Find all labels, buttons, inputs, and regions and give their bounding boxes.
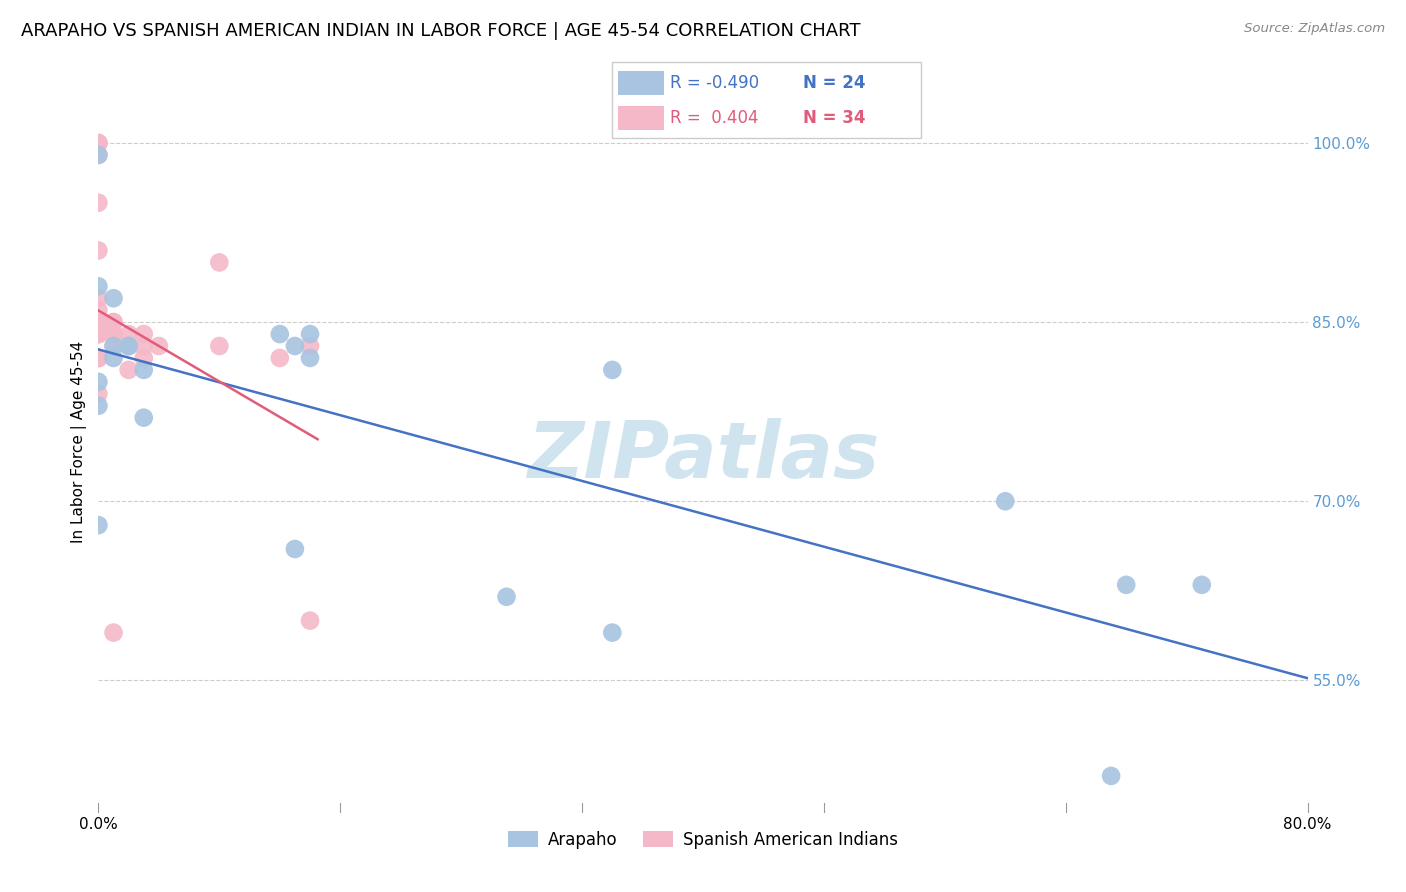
Text: ZIPatlas: ZIPatlas <box>527 418 879 494</box>
Point <box>269 327 291 342</box>
Point <box>87 148 110 162</box>
Point <box>208 339 231 353</box>
Point <box>87 351 110 365</box>
Point <box>1115 578 1137 592</box>
FancyBboxPatch shape <box>617 105 664 130</box>
FancyBboxPatch shape <box>612 62 921 138</box>
Point <box>602 625 624 640</box>
Point <box>132 351 155 365</box>
Point <box>87 291 110 305</box>
Point <box>208 255 231 269</box>
Point <box>299 614 322 628</box>
Point <box>132 327 155 342</box>
Point <box>299 339 322 353</box>
Text: Source: ZipAtlas.com: Source: ZipAtlas.com <box>1244 22 1385 36</box>
Point <box>87 315 110 329</box>
Text: R = -0.490: R = -0.490 <box>671 74 759 92</box>
Point <box>299 351 322 365</box>
Text: N = 24: N = 24 <box>803 74 866 92</box>
Point <box>87 315 110 329</box>
Point <box>132 339 155 353</box>
Point <box>103 315 125 329</box>
Point <box>1099 769 1122 783</box>
Point <box>103 625 125 640</box>
Legend: Arapaho, Spanish American Indians: Arapaho, Spanish American Indians <box>502 824 904 855</box>
FancyBboxPatch shape <box>617 70 664 95</box>
Point <box>87 351 110 365</box>
Point <box>118 339 141 353</box>
Point <box>118 363 141 377</box>
Point <box>103 315 125 329</box>
Point <box>284 339 307 353</box>
Point <box>87 136 110 150</box>
Point <box>118 327 141 342</box>
Point <box>87 327 110 342</box>
Point <box>103 339 125 353</box>
Point <box>284 541 307 556</box>
Point <box>495 590 517 604</box>
Point <box>994 494 1017 508</box>
Point <box>87 148 110 162</box>
Text: N = 34: N = 34 <box>803 109 866 127</box>
Point <box>87 327 110 342</box>
Point <box>87 351 110 365</box>
Point <box>87 399 110 413</box>
Point <box>132 363 155 377</box>
Point <box>87 303 110 318</box>
Point <box>87 327 110 342</box>
Point <box>132 410 155 425</box>
Point <box>602 363 624 377</box>
Text: R =  0.404: R = 0.404 <box>671 109 759 127</box>
Point <box>118 339 141 353</box>
Point <box>118 339 141 353</box>
Point <box>148 339 170 353</box>
Text: ARAPAHO VS SPANISH AMERICAN INDIAN IN LABOR FORCE | AGE 45-54 CORRELATION CHART: ARAPAHO VS SPANISH AMERICAN INDIAN IN LA… <box>21 22 860 40</box>
Point <box>87 279 110 293</box>
Point <box>103 339 125 353</box>
Y-axis label: In Labor Force | Age 45-54: In Labor Force | Age 45-54 <box>72 341 87 542</box>
Point <box>1191 578 1213 592</box>
Point <box>87 375 110 389</box>
Point <box>103 327 125 342</box>
Point <box>299 327 322 342</box>
Point <box>103 291 125 305</box>
Point <box>87 195 110 210</box>
Point <box>269 351 291 365</box>
Point <box>87 386 110 401</box>
Point <box>87 244 110 258</box>
Point <box>87 518 110 533</box>
Point <box>103 327 125 342</box>
Point <box>103 351 125 365</box>
Point <box>87 136 110 150</box>
